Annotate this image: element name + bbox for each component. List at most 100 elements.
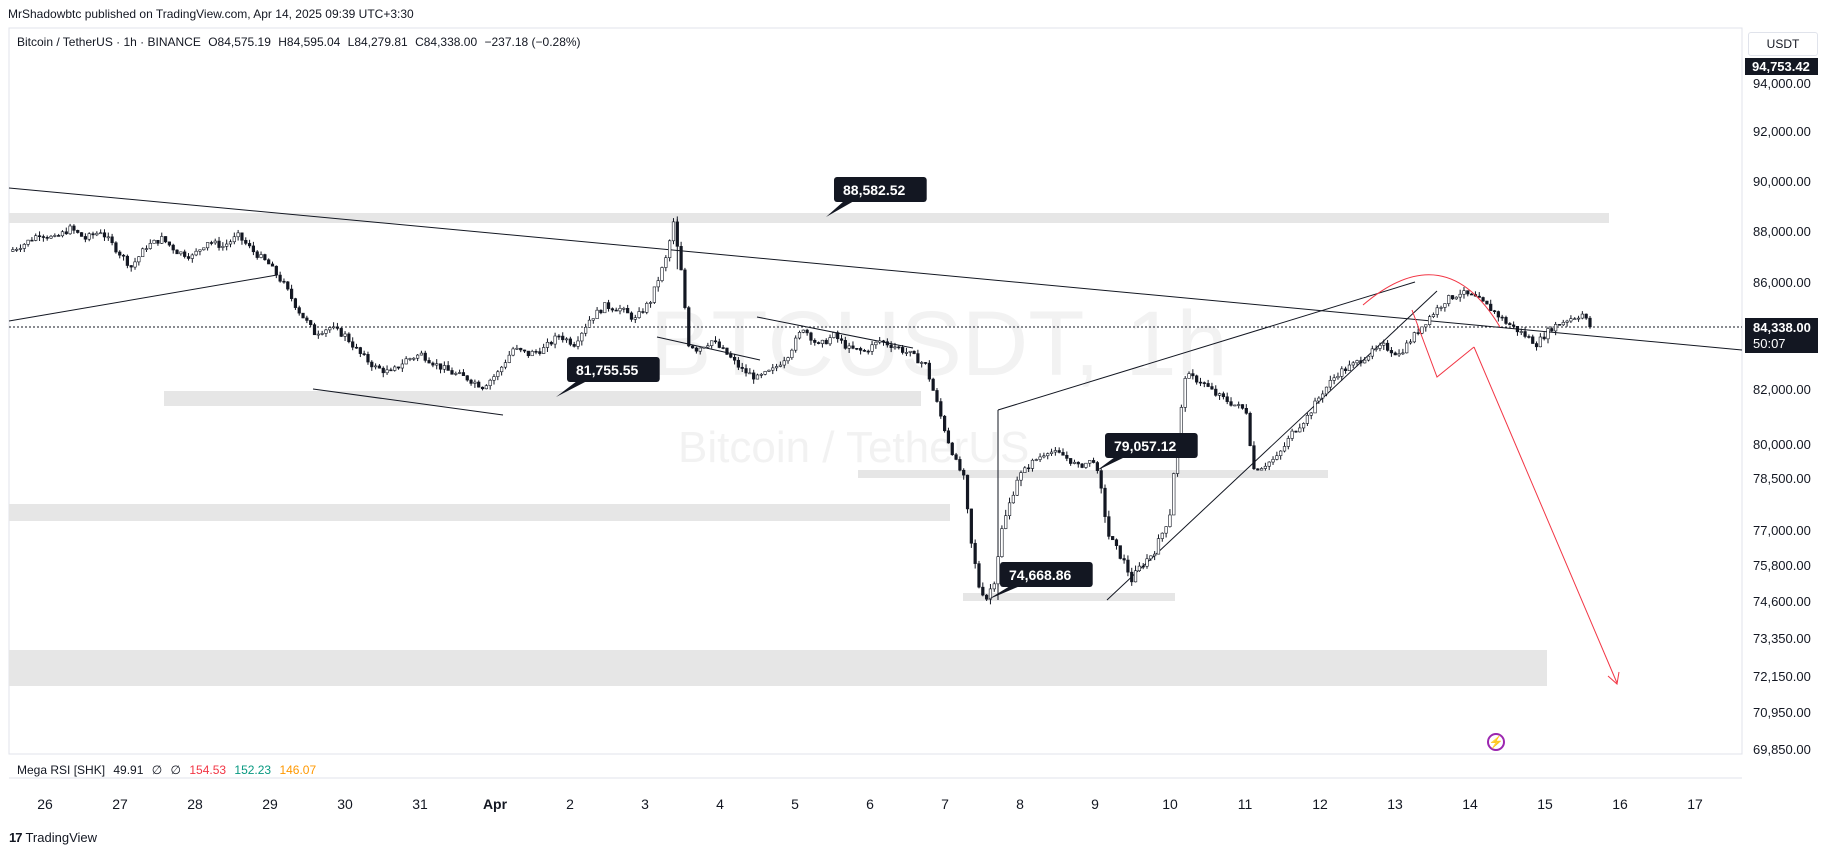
candle-body xyxy=(125,255,129,266)
indicator-legend[interactable]: Mega RSI [SHK] 49.91 ∅ ∅ 154.53 152.23 1… xyxy=(17,763,321,777)
candle-body xyxy=(1512,324,1516,327)
candle-body xyxy=(289,288,294,299)
candle-body xyxy=(1359,360,1363,364)
candle-body xyxy=(1267,461,1271,467)
callout-box[interactable] xyxy=(1105,433,1198,458)
symbol-name[interactable]: Bitcoin / TetherUS · 1h · BINANCE xyxy=(17,35,201,49)
zone-1[interactable] xyxy=(164,391,921,406)
candle-body xyxy=(102,232,107,238)
tradingview-logo[interactable]: 17 TradingView xyxy=(9,830,97,845)
candle-body xyxy=(801,329,805,333)
flag-lower-line[interactable] xyxy=(656,336,761,361)
candle-body xyxy=(816,342,821,344)
wedge-lower-line[interactable] xyxy=(1106,290,1438,601)
candle-body xyxy=(1122,558,1126,561)
candle-body xyxy=(790,349,794,358)
candle-body xyxy=(1172,473,1176,516)
candle-body xyxy=(721,347,725,349)
candle-body xyxy=(923,362,928,364)
candle-body xyxy=(316,333,320,336)
time-tick-label: 7 xyxy=(941,796,949,812)
currency-selector[interactable]: USDT xyxy=(1748,32,1818,56)
zone-2[interactable] xyxy=(9,504,950,521)
rising-support-line-left[interactable] xyxy=(8,274,278,322)
price-axis[interactable]: 94,000.00 92,000.00 90,000.00 88,000.00 86,0… xyxy=(1753,76,1811,757)
indicator-red-value: 154.53 xyxy=(189,763,227,777)
candle-body xyxy=(1053,450,1057,453)
candle-body xyxy=(1282,446,1287,452)
callout-box[interactable] xyxy=(567,357,660,382)
lightning-alert-icon[interactable]: ⚡ xyxy=(1487,733,1505,751)
candle-body xyxy=(1191,373,1195,377)
candle-body xyxy=(660,267,664,281)
candle-body xyxy=(1114,539,1119,546)
candle-body xyxy=(156,239,160,244)
candle-body xyxy=(1366,355,1371,361)
candle-body xyxy=(702,346,706,349)
candle-body xyxy=(1164,526,1168,534)
rounded-top-arc[interactable] xyxy=(1362,274,1501,328)
candle-body xyxy=(530,351,534,357)
bar-countdown: 50:07 xyxy=(1753,336,1786,351)
long-resistance-line[interactable] xyxy=(8,187,1743,351)
zone-0[interactable] xyxy=(9,213,1609,223)
time-tick-label: Apr xyxy=(483,796,508,812)
candle-body xyxy=(626,308,630,314)
candle-body xyxy=(1004,515,1008,529)
wedge-upper-line[interactable] xyxy=(997,281,1416,411)
candle-body xyxy=(584,326,588,334)
candle-body xyxy=(874,341,878,346)
candle-body xyxy=(1301,423,1306,429)
candle-body xyxy=(1454,296,1458,300)
falling-channel-line[interactable] xyxy=(312,388,504,416)
ohlc-close: C84,338.00 xyxy=(415,35,478,49)
time-tick-label: 14 xyxy=(1462,796,1478,812)
indicator-name[interactable]: Mega RSI [SHK] xyxy=(17,763,106,777)
candle-body xyxy=(1072,461,1077,464)
candle-body xyxy=(49,235,53,239)
candle-body xyxy=(1023,467,1027,473)
time-axis[interactable]: 26 27 28 29 30 31 Apr 2 3 4 5 6 7 8 9 10 11 12 13 14 15 16 17 xyxy=(37,796,1703,812)
candle-body xyxy=(1340,368,1344,377)
time-tick-label: 30 xyxy=(337,796,353,812)
candle-body xyxy=(286,281,290,290)
candle-body xyxy=(427,360,431,364)
candle-body xyxy=(1527,336,1531,338)
callout-box[interactable] xyxy=(834,177,927,202)
time-tick-label: 15 xyxy=(1537,796,1553,812)
zone-5[interactable] xyxy=(9,650,1547,686)
callout-pointer xyxy=(826,201,854,217)
candle-body xyxy=(1049,451,1054,454)
candle-body xyxy=(503,362,508,368)
projection-line[interactable] xyxy=(1473,346,1618,684)
candle-body xyxy=(1221,393,1225,398)
candle-body xyxy=(1424,324,1428,328)
candle-body xyxy=(889,344,893,348)
candle-body xyxy=(1584,313,1588,319)
candle-body xyxy=(897,346,901,349)
candle-body xyxy=(553,335,557,345)
candle-body xyxy=(645,303,649,313)
candle-body xyxy=(1233,404,1237,407)
candle-body xyxy=(939,401,943,417)
candle-body xyxy=(484,385,488,390)
projection-zigzag[interactable] xyxy=(1411,309,1475,378)
zone-3[interactable] xyxy=(858,470,1328,478)
candle-body xyxy=(698,347,702,352)
candle-body xyxy=(1546,328,1550,340)
callout-box[interactable] xyxy=(1000,562,1093,587)
candle-body xyxy=(851,345,855,349)
candle-body xyxy=(855,348,859,350)
candle-body xyxy=(469,379,473,384)
candle-body xyxy=(232,236,236,243)
candle-body xyxy=(1214,388,1218,396)
candle-body xyxy=(717,341,721,348)
candle-body xyxy=(580,332,584,342)
candle-body xyxy=(859,348,863,351)
zone-4[interactable] xyxy=(963,593,1175,601)
candle-body xyxy=(1183,378,1187,408)
candle-body xyxy=(813,339,817,343)
candle-body xyxy=(958,459,962,471)
candle-body xyxy=(121,254,126,257)
